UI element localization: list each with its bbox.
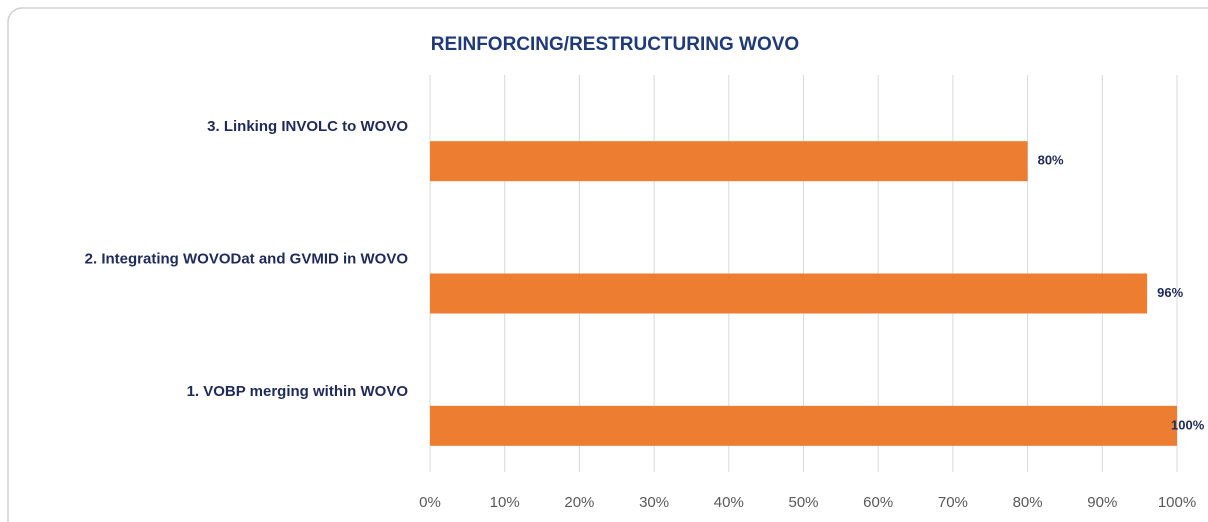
chart-panel bbox=[7, 7, 1208, 522]
bar bbox=[430, 141, 1028, 182]
x-tick-label: 20% bbox=[564, 494, 594, 511]
x-tick-label: 60% bbox=[863, 494, 893, 511]
x-tick-label: 100% bbox=[1158, 494, 1196, 511]
x-tick-label: 80% bbox=[1013, 494, 1043, 511]
x-tick-label: 10% bbox=[490, 494, 520, 511]
bar bbox=[430, 273, 1148, 314]
value-label: 100% bbox=[1171, 417, 1205, 432]
x-tick-label: 0% bbox=[419, 494, 441, 511]
category-label: 1. VOBP merging within WOVO bbox=[187, 383, 409, 400]
x-tick-label: 30% bbox=[639, 494, 669, 511]
x-tick-label: 90% bbox=[1087, 494, 1117, 511]
x-tick-label: 50% bbox=[788, 494, 818, 511]
chart-title: REINFORCING/RESTRUCTURING WOVO bbox=[431, 34, 799, 55]
category-label: 3. Linking INVOLC to WOVO bbox=[207, 118, 408, 135]
value-label: 96% bbox=[1157, 285, 1183, 300]
x-tick-label: 40% bbox=[714, 494, 744, 511]
value-label: 80% bbox=[1038, 153, 1064, 168]
category-label: 2. Integrating WOVODat and GVMID in WOVO bbox=[85, 250, 409, 267]
bar bbox=[430, 405, 1177, 446]
x-tick-label: 70% bbox=[938, 494, 968, 511]
